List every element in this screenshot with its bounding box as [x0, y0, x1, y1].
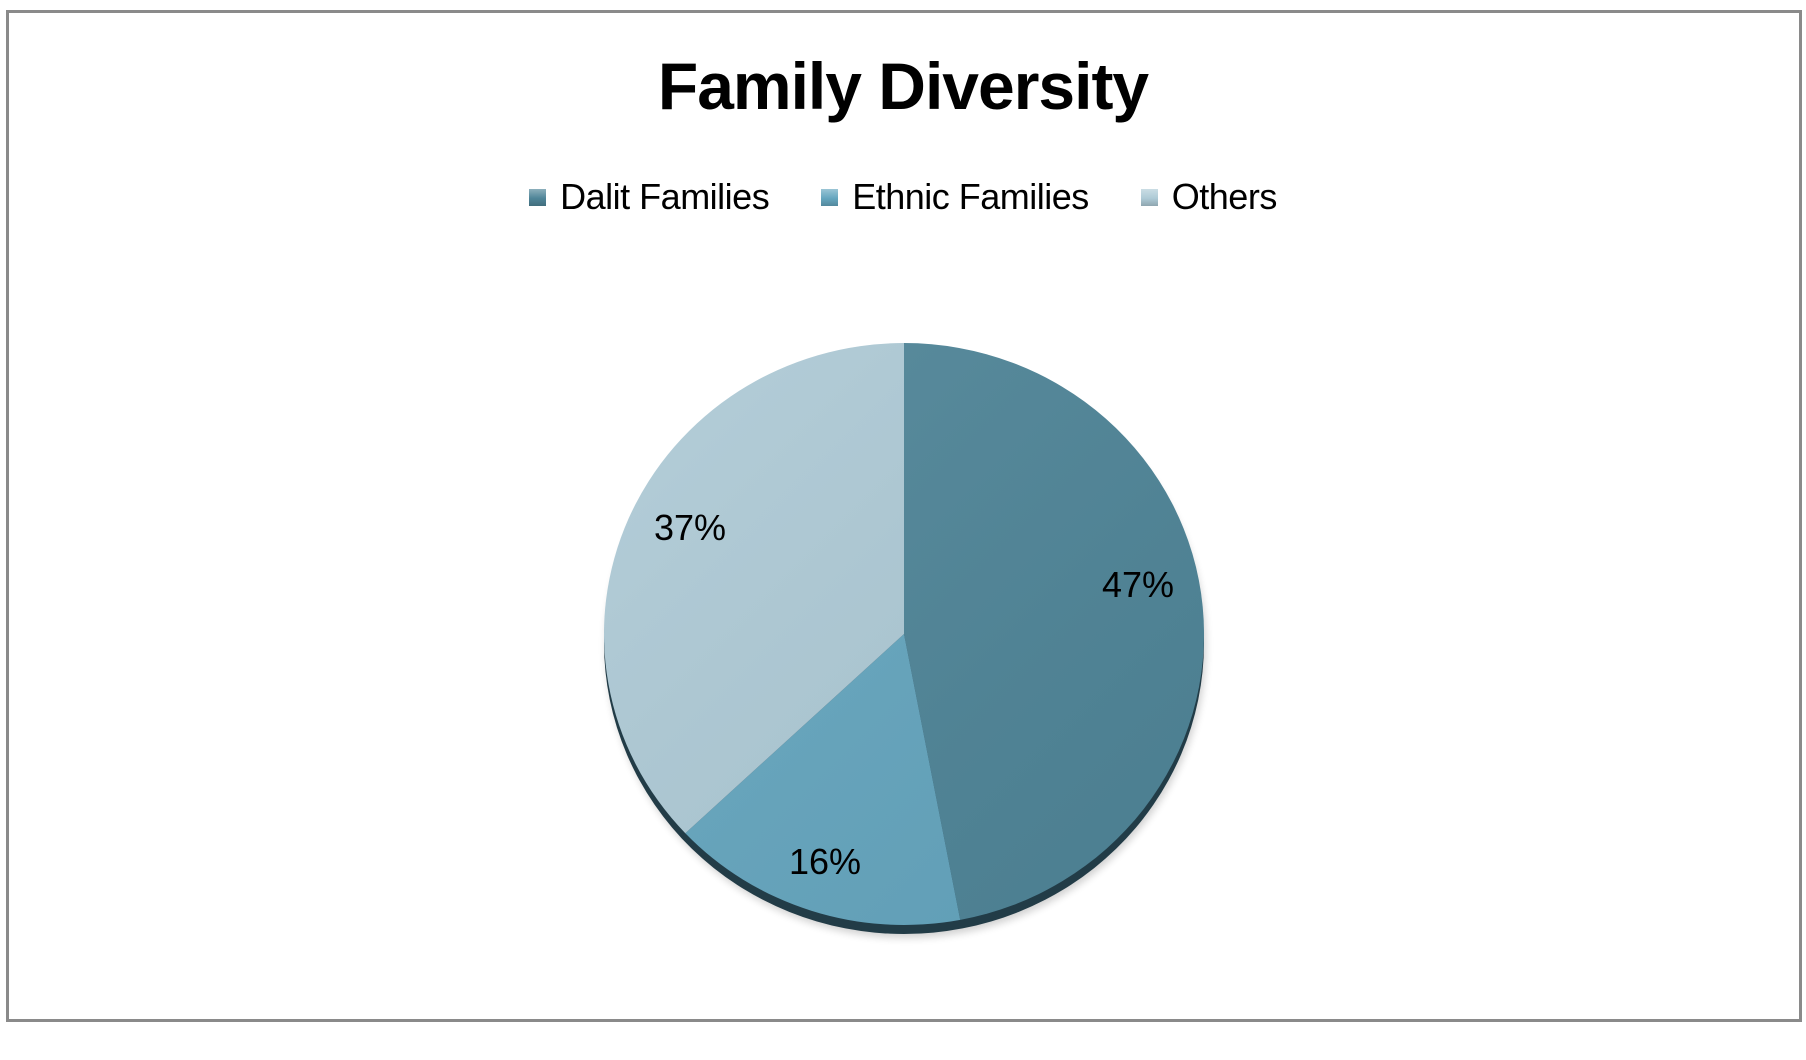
- legend-label: Dalit Families: [560, 176, 770, 217]
- legend-item-dalit-families: Dalit Families: [529, 176, 770, 218]
- legend-label: Others: [1171, 176, 1278, 217]
- chart-title: Family Diversity: [657, 49, 1149, 123]
- legend-label: Ethnic Families: [852, 176, 1089, 217]
- slice-label-others: 37%: [654, 507, 726, 548]
- legend-item-ethnic-families: Ethnic Families: [821, 176, 1089, 218]
- legend-swatch-dalit-icon: [529, 188, 547, 206]
- slice-label-dalit: 47%: [1102, 564, 1174, 605]
- pie-sheen: [604, 343, 1204, 925]
- chart-legend: Dalit Families Ethnic Families Others: [0, 176, 1806, 218]
- slice-label-ethnic: 16%: [789, 841, 861, 882]
- legend-swatch-others-icon: [1140, 188, 1158, 206]
- legend-item-others: Others: [1140, 176, 1278, 218]
- legend-swatch-ethnic-icon: [821, 188, 839, 206]
